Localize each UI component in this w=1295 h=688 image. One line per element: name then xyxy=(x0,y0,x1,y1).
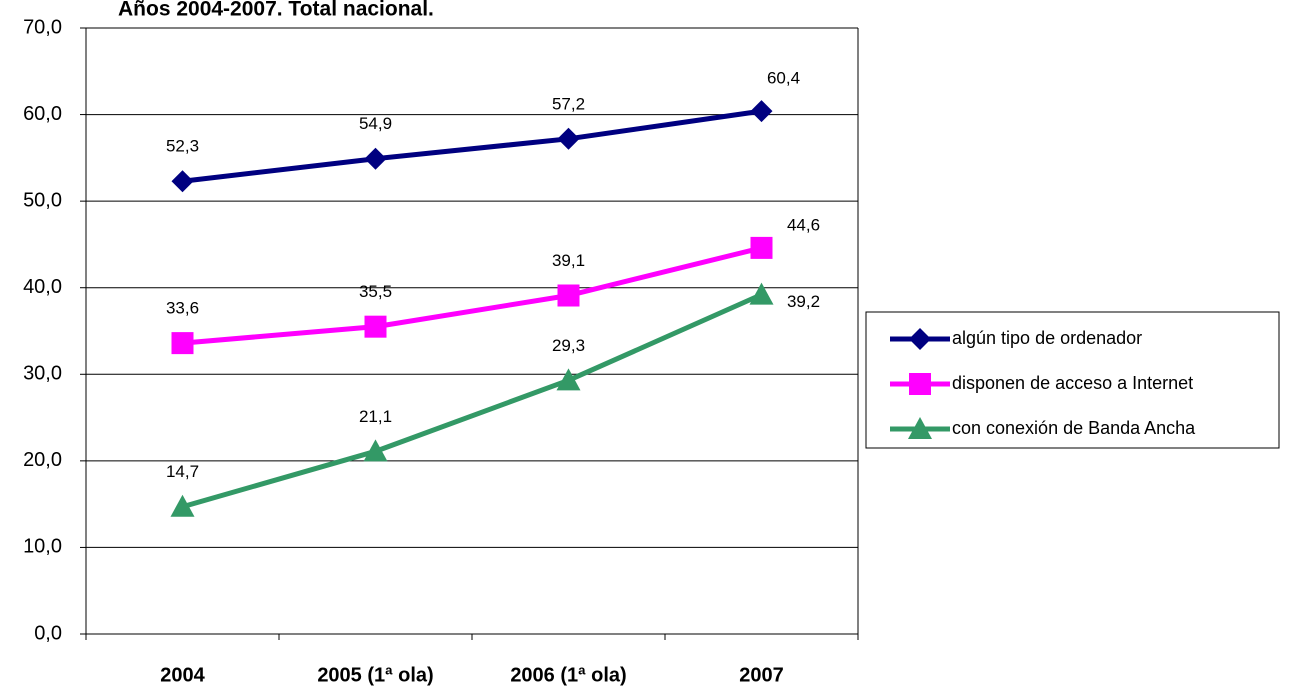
data-label: 29,3 xyxy=(552,336,585,355)
data-label: 44,6 xyxy=(787,215,820,234)
data-point xyxy=(171,332,194,355)
series-line xyxy=(182,245,763,346)
legend-marker xyxy=(909,328,931,350)
y-tick-label: 10,0 xyxy=(23,536,62,558)
y-tick-label: 20,0 xyxy=(23,449,62,471)
legend-label: disponen de acceso a Internet xyxy=(952,373,1193,393)
legend-box xyxy=(865,311,1280,449)
y-tick-label: 70,0 xyxy=(23,16,62,38)
series-line xyxy=(182,108,762,184)
data-label: 14,7 xyxy=(166,462,199,481)
data-label: 54,9 xyxy=(359,114,392,133)
data-label: 35,5 xyxy=(359,282,392,301)
x-tick-label: 2004 xyxy=(160,664,205,686)
data-label: 52,3 xyxy=(166,137,199,156)
data-point xyxy=(556,368,581,391)
legend-marker xyxy=(908,417,932,439)
y-tick-label: 0,0 xyxy=(34,622,62,644)
data-point xyxy=(750,100,773,123)
data-label: 39,2 xyxy=(787,292,820,311)
data-point xyxy=(557,127,580,150)
x-tick-label: 2005 (1ª ola) xyxy=(317,664,433,686)
data-point xyxy=(750,236,773,259)
y-tick-label: 60,0 xyxy=(23,103,62,125)
series-line xyxy=(181,292,763,510)
legend-marker xyxy=(909,373,931,395)
data-point xyxy=(557,284,580,307)
legend-label: con conexión de Banda Ancha xyxy=(952,418,1196,438)
legend-label: algún tipo de ordenador xyxy=(952,328,1142,348)
y-tick-label: 40,0 xyxy=(23,276,62,298)
data-point xyxy=(749,282,774,305)
x-tick-label: 2007 xyxy=(739,664,784,686)
data-label: 21,1 xyxy=(359,407,392,426)
data-point xyxy=(170,494,195,517)
data-label: 60,4 xyxy=(767,69,800,88)
data-label: 33,6 xyxy=(166,299,199,318)
data-point xyxy=(171,170,194,193)
data-label: 57,2 xyxy=(552,94,585,113)
y-tick-label: 50,0 xyxy=(23,189,62,211)
data-point xyxy=(364,147,387,170)
data-point xyxy=(364,315,387,338)
x-tick-label: 2006 (1ª ola) xyxy=(510,664,626,686)
data-point xyxy=(363,439,388,462)
y-tick-label: 30,0 xyxy=(23,363,62,385)
data-label: 39,1 xyxy=(552,251,585,270)
chart-title: Años 2004-2007. Total nacional. xyxy=(118,0,434,21)
